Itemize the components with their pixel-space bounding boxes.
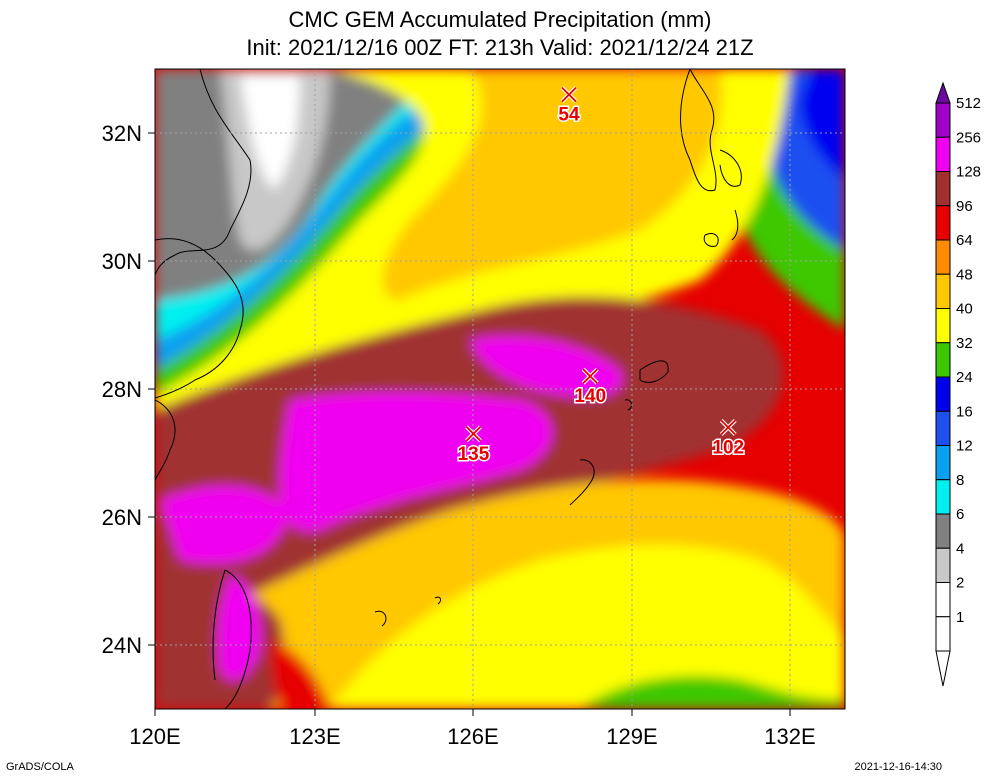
coastlines — [155, 69, 742, 709]
legend-swatch — [935, 547, 951, 583]
map-subtitle: Init: 2021/12/16 00Z FT: 213h Valid: 202… — [246, 35, 754, 60]
lat-label: 26N — [102, 505, 142, 530]
max-value-label: 102 — [712, 437, 744, 458]
lat-axis-labels: 32N 30N 28N 26N 24N — [102, 121, 142, 658]
legend-level-label: 1 — [956, 609, 964, 626]
legend-level-label: 6 — [956, 506, 964, 523]
lat-label: 24N — [102, 633, 142, 658]
legend-level-label: 96 — [956, 198, 973, 215]
maxima-markers: 54 140 135 102 — [456, 86, 746, 466]
legend-level-label: 64 — [956, 232, 973, 249]
lon-label: 126E — [447, 724, 498, 749]
legend-level-label: 24 — [956, 369, 973, 386]
max-marker: 140 — [573, 367, 608, 409]
lon-label: 132E — [764, 724, 815, 749]
legend-swatch — [935, 171, 951, 207]
timestamp: 2021-12-16-14:30 — [854, 761, 942, 773]
legend-level-label: 256 — [956, 129, 981, 146]
legend-level-label: 12 — [956, 438, 973, 455]
lat-label: 32N — [102, 121, 142, 146]
legend-swatch — [935, 376, 951, 412]
max-value-label: 140 — [574, 386, 606, 407]
ticks — [148, 132, 791, 716]
legend-level-label: 32 — [956, 335, 973, 352]
legend-swatch — [935, 136, 951, 172]
legend-level-label: 2 — [956, 575, 964, 592]
legend-level-label: 48 — [956, 266, 973, 283]
max-marker: 102 — [711, 418, 746, 460]
map-title: CMC GEM Accumulated Precipitation (mm) — [288, 7, 712, 32]
lat-label: 30N — [102, 249, 142, 274]
lon-label: 129E — [606, 724, 657, 749]
lon-axis-labels: 120E 123E 126E 129E 132E — [129, 724, 815, 749]
lat-label: 28N — [102, 377, 142, 402]
legend-swatch — [935, 582, 951, 618]
graticule — [155, 69, 845, 709]
legend-level-label: 16 — [956, 403, 973, 420]
legend-level-label: 40 — [956, 301, 973, 318]
legend-swatch — [935, 342, 951, 378]
legend-swatch — [935, 273, 951, 309]
legend-swatch — [935, 445, 951, 481]
legend-swatch — [935, 410, 951, 446]
legend-swatch — [935, 102, 951, 138]
max-marker: 54 — [557, 86, 581, 127]
legend-bottom-arrow — [935, 650, 951, 687]
software-credit: GrADS/COLA — [6, 761, 74, 773]
legend-swatch — [935, 308, 951, 344]
legend-level-label: 8 — [956, 472, 964, 489]
legend-swatch — [935, 205, 951, 241]
legend-top-arrow — [935, 81, 951, 104]
legend-level-label: 4 — [956, 540, 964, 557]
max-value-label: 54 — [558, 105, 580, 126]
lon-label: 120E — [129, 724, 180, 749]
max-marker: 135 — [456, 425, 491, 466]
legend-swatch — [935, 513, 951, 549]
lon-label: 123E — [289, 724, 340, 749]
legend-level-label: 128 — [956, 164, 981, 181]
legend-level-label: 512 — [956, 95, 981, 112]
legend-swatch — [935, 616, 951, 652]
legend-swatch — [935, 239, 951, 275]
legend-swatch — [935, 479, 951, 515]
max-value-label: 135 — [458, 444, 490, 465]
